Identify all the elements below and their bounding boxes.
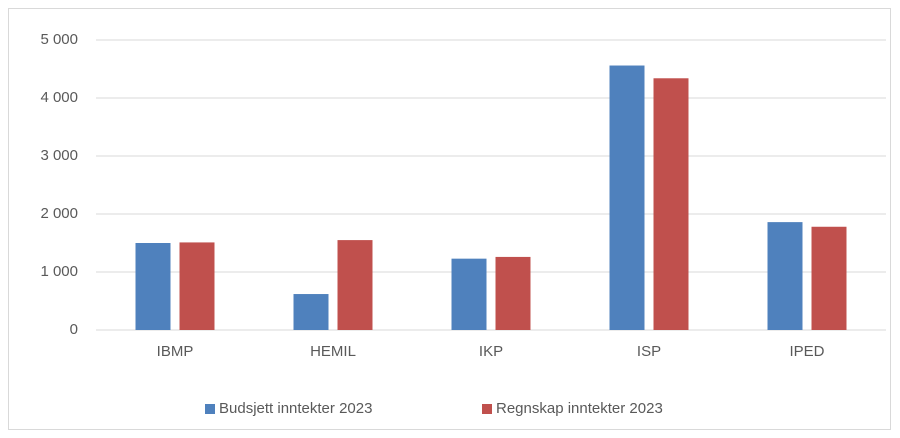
bar [767, 222, 803, 330]
bar [179, 242, 215, 330]
y-tick-label: 5 000 [40, 31, 78, 48]
bar [495, 256, 531, 330]
x-tick-label: IKP [479, 343, 503, 360]
y-tick-label: 4 000 [40, 89, 78, 106]
y-tick-label: 1 000 [40, 263, 78, 280]
x-tick-label: IBMP [157, 343, 194, 360]
y-tick-label: 0 [70, 321, 78, 338]
legend-swatch [205, 404, 215, 414]
bar [609, 65, 645, 331]
bar [337, 240, 373, 330]
bar [135, 243, 171, 330]
x-tick-label: HEMIL [310, 343, 356, 360]
x-tick-label: IPED [789, 343, 824, 360]
y-tick-label: 3 000 [40, 147, 78, 164]
chart-border [8, 8, 891, 430]
bar [451, 258, 487, 330]
y-tick-label: 2 000 [40, 205, 78, 222]
legend-label: Regnskap inntekter 2023 [496, 400, 663, 417]
x-tick-label: ISP [637, 343, 661, 360]
legend-swatch [482, 404, 492, 414]
bar [811, 226, 847, 330]
bar [293, 294, 329, 330]
legend-label: Budsjett inntekter 2023 [219, 400, 372, 417]
bar [653, 78, 689, 330]
